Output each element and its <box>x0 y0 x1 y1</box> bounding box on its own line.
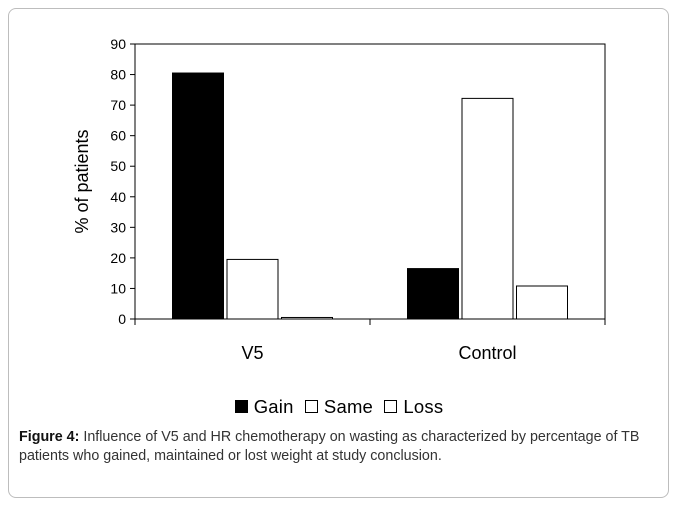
y-tick-label: 0 <box>118 311 126 327</box>
bar-same-v5 <box>226 258 279 320</box>
y-tick-label: 40 <box>110 189 126 205</box>
bar-chart: 0 10 20 30 40 50 60 70 80 90 V5 Control % of patient… <box>72 36 606 363</box>
legend-label-same: Same <box>323 396 374 417</box>
legend-item-loss: Loss <box>384 396 443 418</box>
x-category-label: Control <box>458 343 516 363</box>
legend-swatch-gain <box>234 400 248 413</box>
bar-loss-control <box>516 285 568 320</box>
bar-gain-control <box>407 268 459 320</box>
bar-loss-v5 <box>281 316 333 320</box>
bar-same-control <box>461 97 514 320</box>
legend-swatch-same <box>304 400 318 413</box>
y-tick-label: 10 <box>110 280 126 296</box>
legend-item-gain: Gain <box>234 396 294 418</box>
legend-swatch-loss <box>384 400 398 413</box>
legend-item-same: Same <box>304 396 374 418</box>
y-tick-label: 80 <box>110 67 126 83</box>
y-tick-label: 20 <box>110 250 126 266</box>
y-axis-label: % of patients <box>72 129 92 233</box>
figure-frame <box>8 8 669 498</box>
caption-label: Figure 4: <box>19 429 80 445</box>
bar-gain-v5 <box>172 72 224 320</box>
x-category-label: V5 <box>241 343 263 363</box>
legend-label-loss: Loss <box>403 396 444 417</box>
chart-legend: Gain Same Loss <box>0 396 678 418</box>
y-tick-label: 60 <box>110 128 126 144</box>
y-tick-label: 90 <box>110 36 126 52</box>
caption-text: Influence of V5 and HR chemotherapy on w… <box>19 429 640 464</box>
y-tick-label: 70 <box>110 97 126 113</box>
y-tick-label: 30 <box>110 219 126 235</box>
legend-label-gain: Gain <box>253 396 294 417</box>
figure-caption: Figure 4: Influence of V5 and HR chemoth… <box>19 428 659 466</box>
y-tick-label: 50 <box>110 158 126 174</box>
